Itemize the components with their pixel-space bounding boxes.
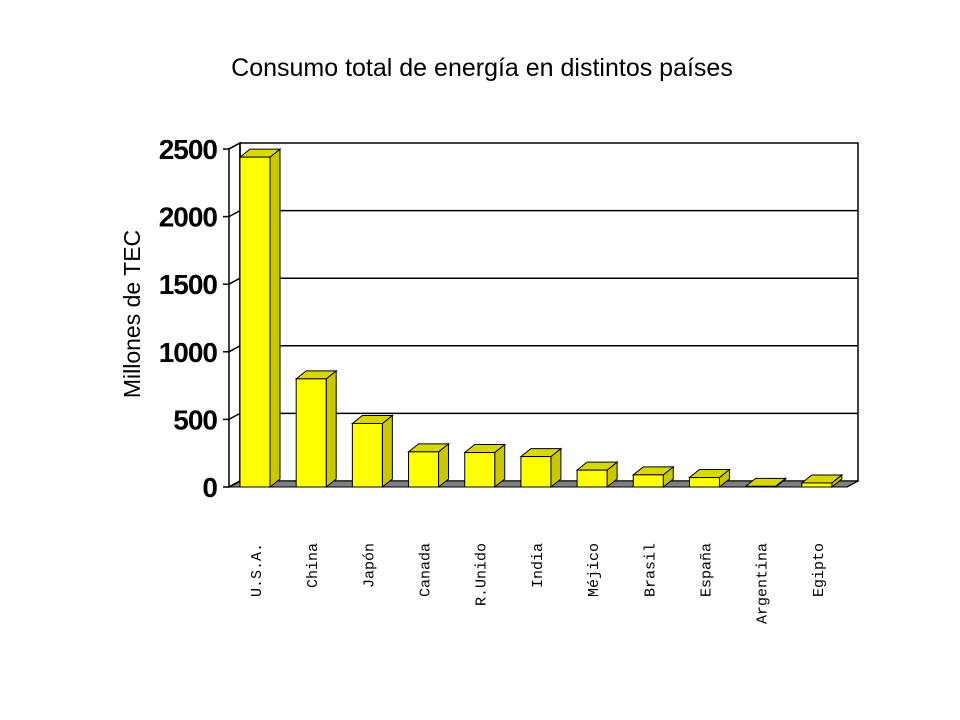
x-tick-label: India — [530, 543, 547, 588]
bar — [464, 452, 496, 488]
gridline-depth — [228, 209, 241, 218]
x-tick-label: Argentina — [755, 543, 772, 624]
x-tick-label: Canada — [418, 543, 435, 597]
bar — [351, 422, 383, 488]
gridline-depth — [228, 277, 241, 285]
x-tick-label: Brasil — [642, 543, 659, 597]
bar-side — [269, 148, 281, 489]
y-tick-label: 500 — [173, 404, 217, 435]
plot-area: 0 500 1000 1500 2000 2500 U.S.A. China Japón Cana… — [159, 134, 859, 624]
y-tick-label: 2500 — [159, 134, 218, 165]
x-tick-label: China — [305, 543, 322, 588]
bar — [632, 474, 664, 488]
bar — [408, 451, 440, 488]
bar — [801, 482, 833, 488]
chart-title: Consumo total de energía en distintos pa… — [231, 54, 733, 82]
y-tick-label: 1500 — [159, 269, 218, 300]
bar — [520, 456, 552, 488]
floor-edge — [846, 480, 859, 488]
bar — [745, 485, 777, 488]
x-tick-label: Japón — [361, 543, 378, 588]
x-tick-label: España — [698, 543, 715, 597]
bar — [295, 378, 327, 488]
gridline-depth — [228, 345, 241, 353]
bar — [688, 477, 720, 488]
bar — [239, 156, 271, 488]
bar-side — [381, 414, 393, 489]
x-tick-label: Méjico — [586, 543, 603, 597]
gridline-depth — [228, 412, 241, 421]
y-axis-wall — [228, 141, 241, 489]
bar-side — [325, 369, 337, 489]
bar — [576, 469, 608, 488]
plot-back-wall — [239, 142, 859, 482]
x-tick-label: Egipto — [811, 543, 828, 597]
y-axis-label: Millones de TEC — [119, 230, 145, 398]
y-tick-label: 0 — [202, 472, 217, 503]
y-tick-label: 1000 — [159, 337, 218, 368]
x-tick-label: R.Unido — [474, 543, 491, 606]
y-tick-label: 2000 — [159, 202, 218, 233]
x-tick-label: U.S.A. — [249, 543, 266, 597]
